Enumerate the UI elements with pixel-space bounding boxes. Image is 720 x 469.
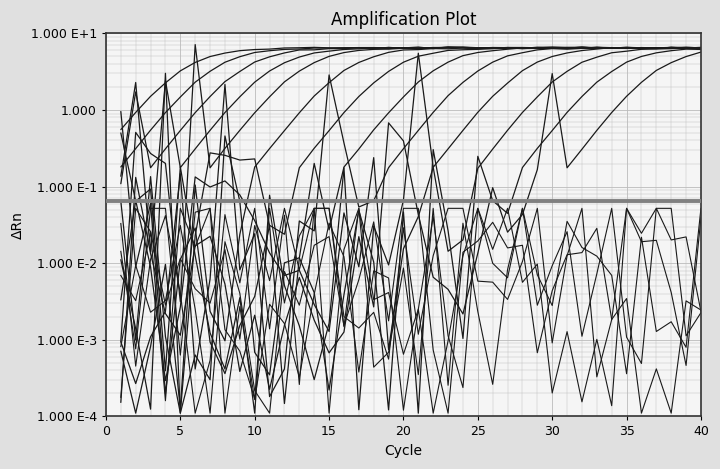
Title: Amplification Plot: Amplification Plot [330, 11, 476, 29]
Y-axis label: ΔRn: ΔRn [11, 211, 25, 239]
X-axis label: Cycle: Cycle [384, 444, 423, 458]
